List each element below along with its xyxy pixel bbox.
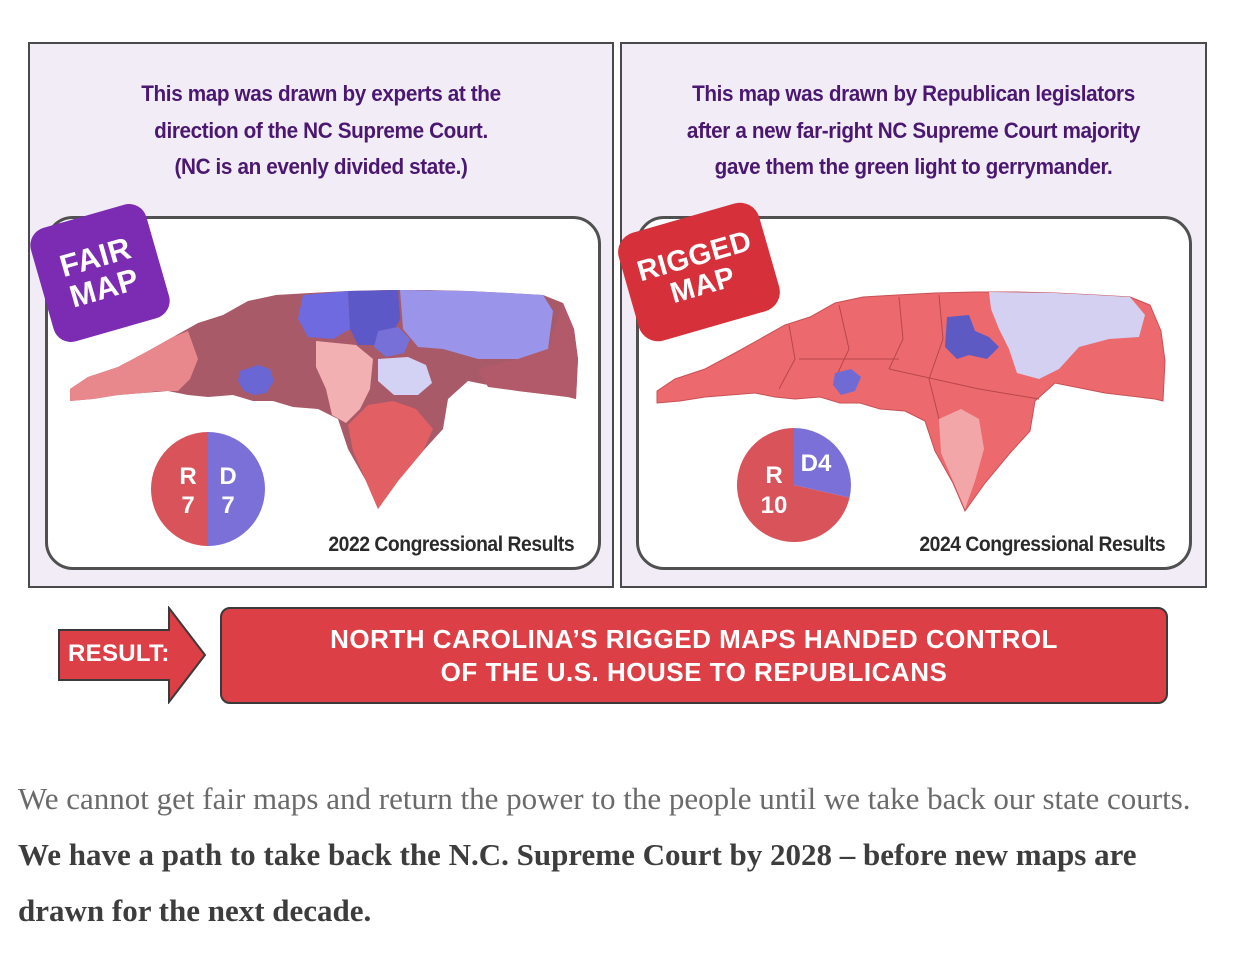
- rigged-map-caption: This map was drawn by Republican legisla…: [645, 76, 1181, 186]
- caption-line: This map was drawn by Republican legisla…: [692, 81, 1135, 106]
- nc-district-coast: [478, 303, 578, 399]
- nc-district-triangle: [374, 327, 410, 357]
- caption-line: This map was drawn by experts at the: [141, 81, 501, 106]
- fair-pie-d-value: 7: [221, 492, 234, 519]
- rigged-pie-r-value: 10: [761, 492, 788, 519]
- fair-pie-chart: R 7 D 7: [151, 432, 265, 546]
- fair-results-label: 2022 Congressional Results: [328, 533, 574, 556]
- rigged-pie-d-label: D4: [801, 450, 832, 477]
- rigged-pie-r-letter: R: [765, 462, 782, 489]
- nc-district-triad: [298, 291, 350, 339]
- nc-district-southeast: [348, 401, 433, 509]
- caption-line: direction of the NC Supreme Court.: [154, 117, 488, 143]
- nc-district-west: [70, 331, 198, 401]
- fair-pie-d-letter: D: [219, 463, 236, 490]
- nc-district-central: [316, 341, 373, 423]
- body-plain-text: We cannot get fair maps and return the p…: [18, 781, 1191, 816]
- caption-line: (NC is an evenly divided state.): [174, 154, 468, 179]
- body-bold-text: We have a path to take back the N.C. Sup…: [18, 837, 1137, 928]
- nc-district-charlotte: [238, 365, 274, 395]
- body-paragraph: We cannot get fair maps and return the p…: [18, 771, 1208, 939]
- fair-pie-r-letter: R: [179, 463, 196, 490]
- fair-pie-slice-r: [151, 432, 208, 546]
- fair-map-caption: This map was drawn by experts at the dir…: [53, 76, 588, 186]
- fair-map-panel: This map was drawn by experts at the dir…: [26, 42, 614, 588]
- caption-line: gave them the green light to gerrymander…: [714, 154, 1113, 179]
- rigged-pie-slice-r: [737, 428, 850, 542]
- nc-district-south: [939, 409, 984, 509]
- caption-line: after a new far-right NC Supreme Court m…: [686, 117, 1141, 143]
- rigged-map-panel: This map was drawn by Republican legisla…: [613, 42, 1207, 588]
- banner-line: OF THE U.S. HOUSE TO REPUBLICANS: [440, 657, 948, 687]
- nc-district-northeast: [989, 292, 1145, 379]
- fair-pie-r-value: 7: [181, 492, 194, 519]
- fair-nc-map: [70, 290, 578, 509]
- result-arrow-label: RESULT:: [68, 640, 170, 667]
- fair-pie-slice-d: [208, 432, 265, 546]
- rigged-pie-chart: R 10 D4: [737, 428, 851, 542]
- result-banner: NORTH CAROLINA’S RIGGED MAPS HANDED CONT…: [220, 607, 1168, 704]
- nc-district-charlotte: [833, 369, 861, 395]
- nc-district-northeast: [400, 290, 553, 359]
- rigged-pie-slice-d: [794, 428, 851, 498]
- nc-district-wake: [378, 357, 432, 395]
- banner-line: NORTH CAROLINA’S RIGGED MAPS HANDED CONT…: [330, 624, 1058, 654]
- rigged-nc-map: [656, 291, 1166, 513]
- result-arrow-icon: [58, 606, 207, 704]
- fair-map-card: R 7 D 7 2022 Congressional Results: [45, 216, 601, 570]
- nc-district-triangle: [945, 315, 999, 359]
- rigged-results-label: 2024 Congressional Results: [919, 533, 1165, 556]
